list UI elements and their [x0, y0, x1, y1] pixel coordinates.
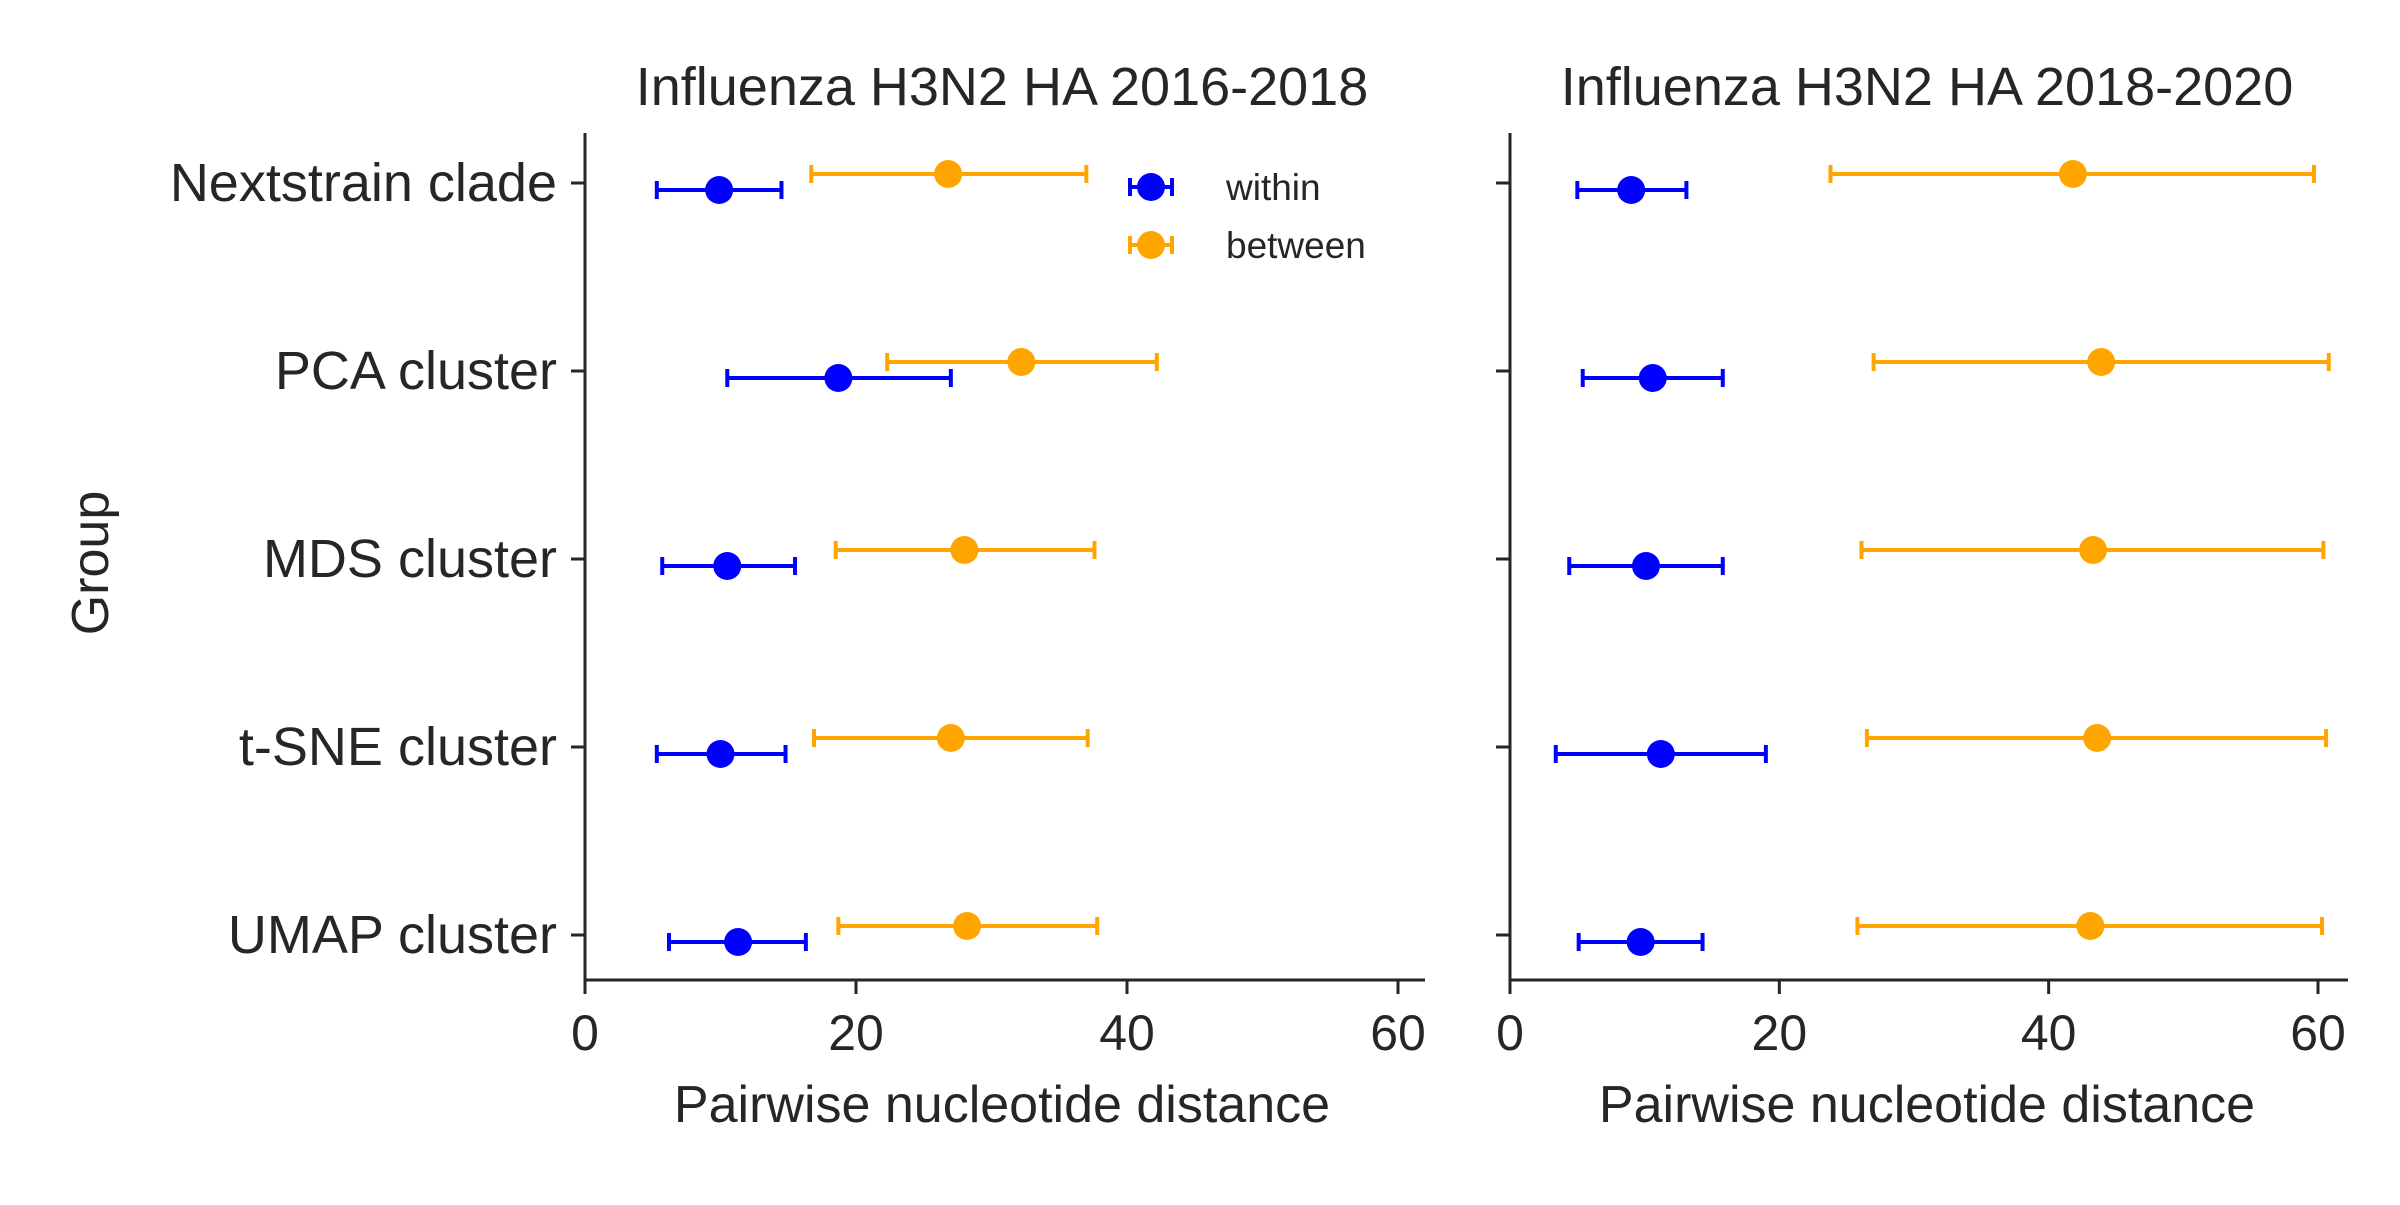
within-point [1626, 928, 1655, 956]
within-point [1638, 364, 1667, 392]
panel-title: Influenza H3N2 HA 2016-2018 [636, 57, 1369, 117]
x-axis-label: Pairwise nucleotide distance [674, 1076, 1330, 1134]
plot-marks: 0 20 40 60 [1496, 160, 2346, 1061]
y-category-label: PCA cluster [275, 341, 557, 401]
between-point [950, 536, 979, 564]
legend-between-marker [1137, 231, 1165, 259]
within-point [706, 740, 735, 768]
legend-between-label: between [1226, 225, 1366, 266]
between-point [2083, 724, 2112, 752]
panel-2018-2020: Influenza H3N2 HA 2018-2020 Pairwise nuc… [1496, 57, 2348, 1134]
within-point [724, 928, 753, 956]
between-point [934, 160, 963, 188]
between-point [2058, 160, 2087, 188]
panel-2016-2018: Influenza H3N2 HA 2016-2018 Pairwise nuc… [62, 57, 1426, 1134]
x-tick-label: 60 [2290, 1005, 2346, 1061]
panel-title: Influenza H3N2 HA 2018-2020 [1561, 57, 2294, 117]
within-point [713, 552, 742, 580]
y-category-label: Nextstrain clade [170, 153, 557, 213]
x-axis-label: Pairwise nucleotide distance [1599, 1076, 2255, 1134]
x-tick-label: 40 [1099, 1005, 1155, 1061]
between-point [2079, 536, 2108, 564]
between-point [2076, 912, 2105, 940]
legend-entry-within: within [1128, 167, 1321, 208]
plot-marks: 0 20 40 60 Nextstrain clade PCA cluster MDS cl… [170, 153, 1426, 1061]
legend: within between [1128, 167, 1366, 266]
within-point [1617, 176, 1646, 204]
x-tick-label: 0 [1496, 1005, 1524, 1061]
between-point [936, 724, 965, 752]
x-tick-label: 0 [571, 1005, 599, 1061]
within-point [824, 364, 853, 392]
x-tick-label: 40 [2021, 1005, 2077, 1061]
y-axis-label: Group [62, 491, 120, 636]
legend-entry-between: between [1128, 225, 1366, 266]
within-point [705, 176, 734, 204]
legend-within-label: within [1225, 167, 1321, 208]
within-point [1646, 740, 1675, 768]
within-point [1632, 552, 1661, 580]
legend-within-marker [1137, 173, 1165, 201]
between-point [953, 912, 982, 940]
y-category-label: MDS cluster [263, 529, 557, 589]
between-point [1007, 348, 1036, 376]
y-category-label: t-SNE cluster [239, 717, 557, 777]
y-category-label: UMAP cluster [228, 905, 557, 965]
between-point [2087, 348, 2116, 376]
x-tick-label: 20 [828, 1005, 884, 1061]
x-tick-label: 60 [1370, 1005, 1426, 1061]
x-tick-label: 20 [1752, 1005, 1808, 1061]
